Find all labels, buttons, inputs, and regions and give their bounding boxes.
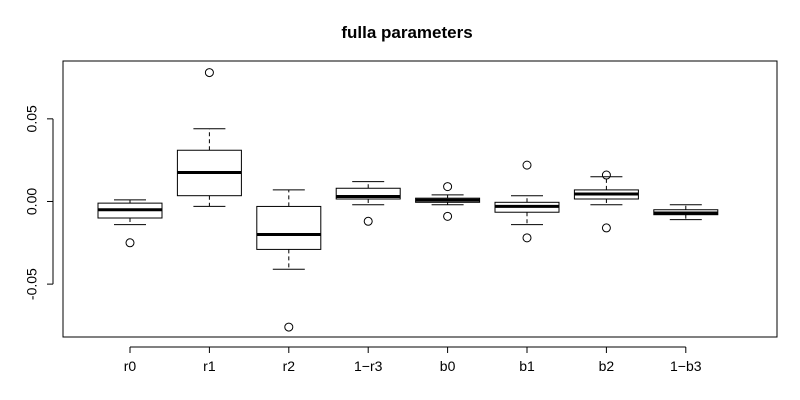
outlier-point bbox=[601, 170, 611, 180]
chart-title: fulla parameters bbox=[341, 23, 472, 42]
y-axis: -0.05 0.00 0.05 bbox=[24, 105, 54, 300]
box-iqr bbox=[335, 187, 401, 200]
box-iqr bbox=[256, 205, 322, 250]
x-tick-label: b1 bbox=[519, 358, 535, 374]
outlier-point bbox=[522, 160, 532, 170]
box-group bbox=[653, 204, 719, 221]
y-tick-label: 0.00 bbox=[24, 188, 40, 215]
outlier-point bbox=[443, 211, 453, 221]
x-tick-label: 1−r3 bbox=[354, 358, 383, 374]
box-group bbox=[573, 170, 639, 233]
y-tick-label: 0.05 bbox=[24, 105, 40, 132]
box-series bbox=[97, 68, 719, 332]
box-group bbox=[335, 181, 401, 226]
box-group bbox=[256, 189, 322, 332]
outlier-point bbox=[443, 182, 453, 192]
outlier-point bbox=[284, 322, 294, 332]
box-group bbox=[494, 160, 560, 243]
outlier-point bbox=[125, 238, 135, 248]
x-tick-label: r2 bbox=[283, 358, 296, 374]
x-tick-label: b0 bbox=[440, 358, 456, 374]
x-axis: r0 r1 r2 1−r3 b0 b1 b2 1−b3 bbox=[124, 346, 702, 374]
x-tick-label: b2 bbox=[599, 358, 615, 374]
x-tick-label: r1 bbox=[203, 358, 216, 374]
outlier-point bbox=[522, 233, 532, 243]
outlier-point bbox=[204, 68, 214, 78]
box-group bbox=[176, 68, 242, 207]
y-tick-label: -0.05 bbox=[24, 268, 40, 300]
x-tick-label: 1−b3 bbox=[670, 358, 702, 374]
x-tick-label: r0 bbox=[124, 358, 137, 374]
outlier-point bbox=[601, 223, 611, 233]
box-group bbox=[97, 199, 163, 248]
plot-frame bbox=[62, 60, 778, 338]
outlier-point bbox=[363, 216, 373, 226]
box-group bbox=[415, 182, 481, 221]
